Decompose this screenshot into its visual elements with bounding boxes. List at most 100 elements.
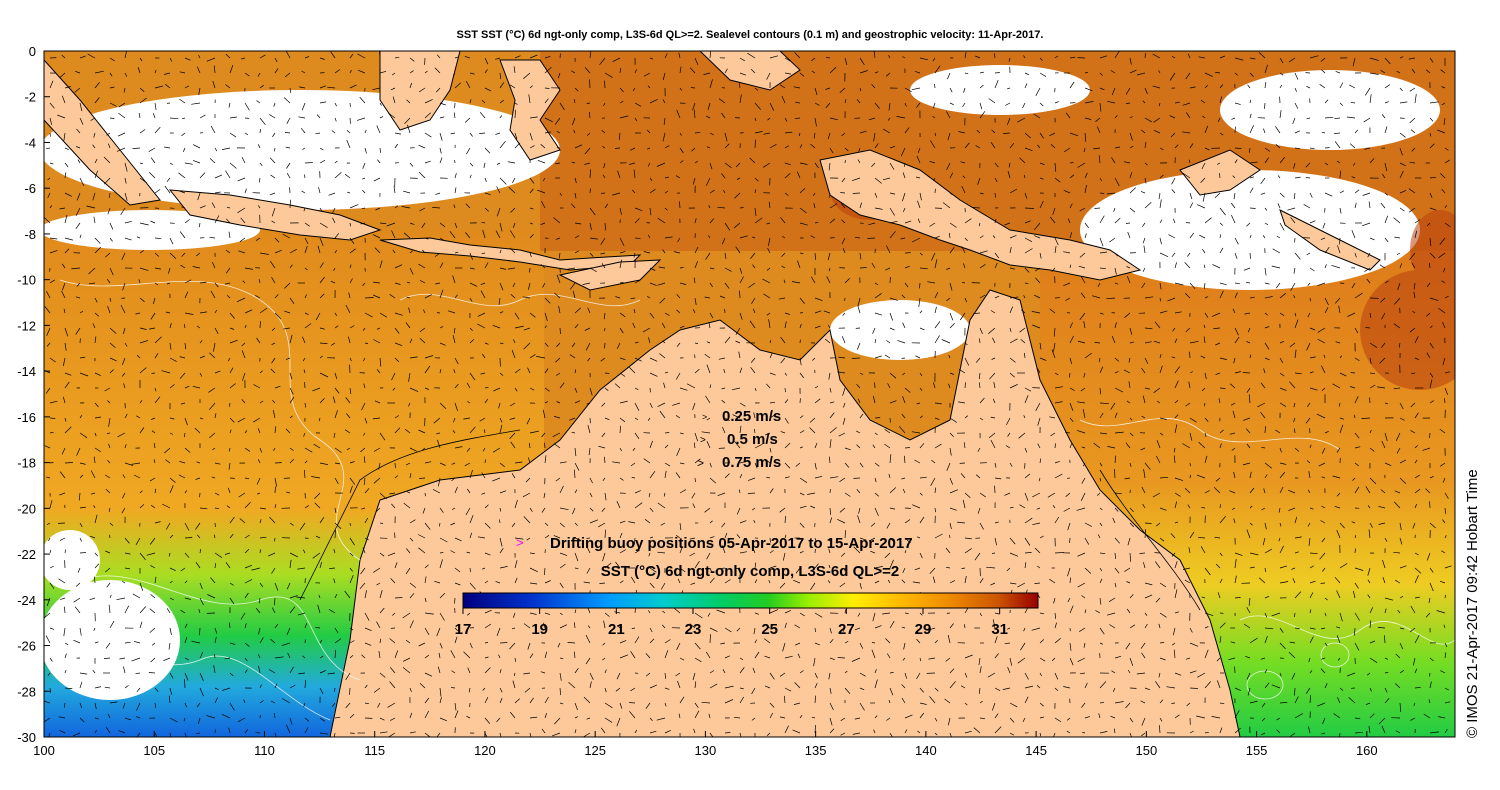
velocity-vector bbox=[195, 252, 201, 257]
velocity-vector bbox=[1039, 200, 1044, 209]
velocity-vector bbox=[1174, 144, 1179, 149]
velocity-vector bbox=[285, 357, 291, 360]
velocity-vector bbox=[994, 295, 1000, 299]
velocity-vector bbox=[902, 488, 906, 494]
velocity-vector bbox=[978, 372, 981, 380]
velocity-vector bbox=[184, 580, 188, 584]
velocity-vector bbox=[1083, 372, 1086, 378]
velocity-vector bbox=[1202, 248, 1206, 254]
velocity-vector bbox=[1321, 657, 1326, 660]
velocity-vector bbox=[454, 710, 459, 719]
velocity-vector bbox=[1384, 537, 1388, 542]
velocity-vector bbox=[482, 447, 486, 452]
velocity-vector bbox=[439, 552, 444, 554]
velocity-vector bbox=[856, 383, 861, 389]
velocity-vector bbox=[911, 87, 921, 91]
velocity-vector bbox=[499, 490, 507, 494]
velocity-vector bbox=[298, 116, 306, 119]
velocity-vector bbox=[76, 282, 81, 287]
velocity-vector bbox=[1442, 519, 1446, 524]
velocity-vector bbox=[109, 86, 115, 89]
velocity-vector bbox=[1156, 400, 1161, 404]
velocity-vector bbox=[496, 186, 501, 194]
velocity-vector bbox=[168, 695, 171, 704]
velocity-vector bbox=[149, 537, 156, 545]
velocity-vector bbox=[586, 102, 591, 104]
velocity-vector bbox=[1174, 589, 1178, 599]
velocity-vector bbox=[1369, 94, 1372, 104]
velocity-vector bbox=[619, 520, 626, 524]
velocity-vector bbox=[1294, 627, 1300, 629]
velocity-vector bbox=[889, 231, 896, 239]
velocity-vector bbox=[514, 657, 517, 662]
velocity-vector bbox=[664, 444, 669, 449]
velocity-vector bbox=[1009, 142, 1015, 149]
velocity-vector bbox=[813, 132, 816, 139]
velocity-vector bbox=[349, 567, 353, 572]
velocity-vector bbox=[181, 117, 186, 120]
velocity-vector bbox=[274, 426, 277, 434]
velocity-vector bbox=[1155, 522, 1161, 527]
velocity-vector bbox=[1054, 177, 1061, 183]
velocity-vector bbox=[1009, 506, 1014, 509]
velocity-vector bbox=[92, 323, 96, 329]
velocity-vector bbox=[257, 144, 261, 149]
velocity-vector bbox=[1034, 547, 1041, 554]
velocity-vector bbox=[962, 175, 966, 179]
velocity-vector bbox=[1324, 683, 1328, 689]
velocity-vector bbox=[334, 325, 339, 329]
velocity-vector bbox=[116, 147, 126, 152]
velocity-vector bbox=[649, 372, 658, 377]
velocity-vector bbox=[1142, 100, 1146, 104]
velocity-vector bbox=[1354, 129, 1359, 134]
velocity-vector bbox=[1369, 620, 1372, 629]
velocity-vector bbox=[721, 545, 726, 554]
velocity-vector bbox=[73, 639, 81, 644]
velocity-vector bbox=[994, 713, 999, 719]
velocity-vector bbox=[64, 462, 73, 464]
velocity-vector bbox=[919, 57, 928, 61]
velocity-vector bbox=[304, 727, 309, 734]
velocity-vector bbox=[646, 129, 651, 134]
velocity-vector bbox=[1426, 222, 1431, 227]
velocity-vector bbox=[374, 247, 381, 254]
velocity-vector bbox=[1395, 432, 1401, 441]
velocity-vector bbox=[1290, 732, 1296, 737]
velocity-vector bbox=[929, 222, 936, 227]
velocity-vector bbox=[842, 387, 846, 396]
velocity-vector bbox=[994, 177, 998, 183]
velocity-vector bbox=[154, 336, 162, 344]
velocity-vector bbox=[934, 732, 938, 736]
velocity-vector bbox=[1444, 687, 1449, 691]
velocity-vector bbox=[236, 297, 246, 303]
velocity-vector bbox=[1081, 477, 1086, 484]
velocity-vector bbox=[481, 472, 486, 479]
velocity-vector bbox=[857, 398, 861, 404]
colorbar-title: SST (°C) 6d ngt-only comp, L3S-6d QL>=2 bbox=[601, 563, 900, 580]
velocity-vector bbox=[1321, 627, 1326, 630]
velocity-vector bbox=[934, 65, 941, 74]
velocity-vector bbox=[394, 264, 403, 269]
velocity-vector bbox=[229, 533, 234, 539]
velocity-vector bbox=[555, 477, 561, 482]
velocity-vector bbox=[511, 473, 516, 479]
velocity-vector bbox=[79, 234, 82, 239]
velocity-vector bbox=[930, 477, 936, 486]
velocity-vector bbox=[721, 399, 726, 404]
velocity-vector bbox=[394, 415, 400, 419]
velocity-vector bbox=[244, 592, 249, 599]
velocity-vector bbox=[1352, 477, 1356, 481]
velocity-vector bbox=[1219, 96, 1223, 104]
velocity-vector bbox=[1219, 702, 1225, 705]
velocity-vector bbox=[454, 567, 461, 573]
velocity-vector bbox=[1214, 192, 1221, 199]
velocity-vector bbox=[1264, 567, 1267, 572]
velocity-vector bbox=[885, 638, 891, 644]
velocity-vector bbox=[1396, 252, 1401, 256]
velocity-vector bbox=[1069, 357, 1073, 364]
velocity-vector bbox=[586, 132, 591, 136]
velocity-vector bbox=[259, 400, 264, 404]
velocity-vector bbox=[1063, 507, 1071, 512]
velocity-vector bbox=[694, 160, 699, 164]
velocity-vector bbox=[94, 81, 100, 89]
